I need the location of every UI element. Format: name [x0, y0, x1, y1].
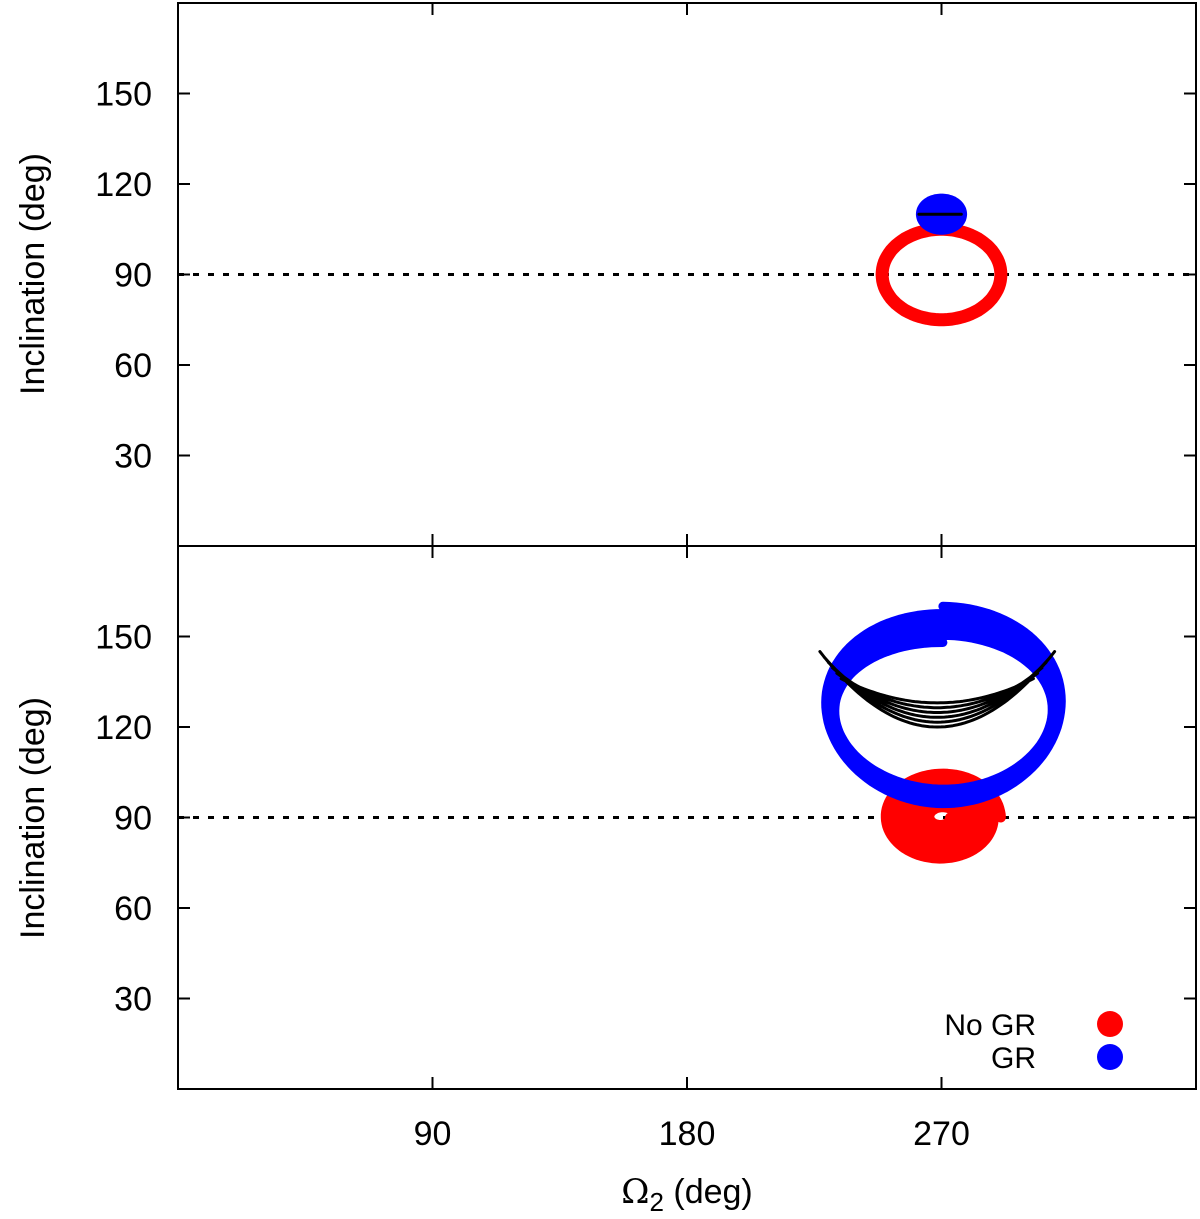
x-tick-label: 180: [659, 1115, 716, 1153]
y-tick-label: 120: [95, 709, 152, 747]
top-y-axis-label: Inclination (deg): [14, 153, 52, 395]
legend-label-no-gr: No GR: [944, 1009, 1036, 1042]
y-tick-label: 120: [95, 166, 152, 204]
x-tick-label: 90: [414, 1115, 452, 1153]
y-tick-label: 150: [95, 619, 152, 657]
top-series-no-gr: [875, 222, 1008, 327]
top-plot-area: [178, 193, 1196, 327]
legend-label-gr: GR: [991, 1042, 1036, 1075]
x-tick-label: 270: [913, 1115, 970, 1153]
y-tick-label: 60: [114, 347, 152, 385]
x-axis-label-symbol: Ω: [621, 1172, 649, 1212]
x-axis-label: Ω2 (deg): [621, 1172, 753, 1217]
y-tick-label: 90: [114, 800, 152, 838]
legend: No GR GR: [944, 1009, 1123, 1075]
y-tick-label: 30: [114, 981, 152, 1019]
x-axis-label-subscript: 2: [649, 1187, 663, 1217]
bottom-y-axis-label: Inclination (deg): [14, 697, 52, 939]
legend-marker-no-gr: [1097, 1011, 1123, 1037]
x-axis-label-unit: (deg): [664, 1173, 753, 1211]
axis-ticks: 30 60 90 120 150 30 60 90 120 150 90 180 270: [95, 3, 1196, 1153]
bottom-series-gr: [821, 601, 1066, 809]
bottom-plot-area: [178, 601, 1196, 864]
y-tick-label: 30: [114, 438, 152, 476]
y-tick-label: 90: [114, 257, 152, 295]
bottom-series-track-2: [818, 650, 1057, 729]
y-tick-label: 60: [114, 890, 152, 928]
y-tick-label: 150: [95, 76, 152, 114]
legend-marker-gr: [1097, 1044, 1123, 1070]
